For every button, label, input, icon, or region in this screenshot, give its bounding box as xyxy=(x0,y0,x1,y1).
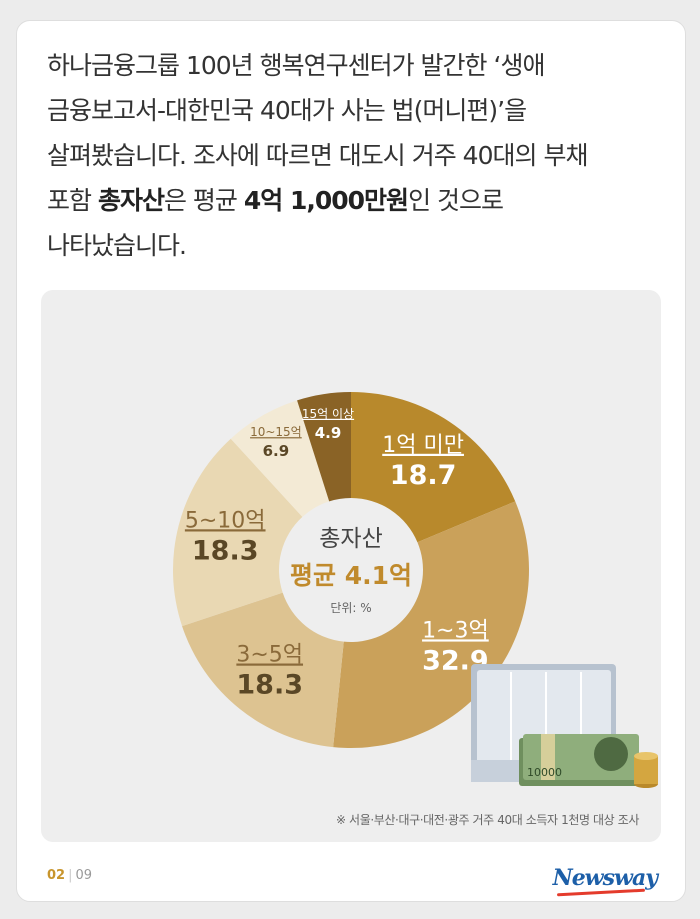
page-total: 09 xyxy=(75,868,93,883)
banknote-band xyxy=(541,734,555,780)
logo-text: Newsway xyxy=(552,865,658,891)
pie-slice xyxy=(351,392,516,543)
donut-chart: 1억 미만18.71~3억32.93~5억18.35~10억18.310~15억… xyxy=(173,392,658,788)
pie-slice xyxy=(297,392,351,502)
center-unit: 단위: % xyxy=(330,601,371,615)
intro-bold-amount: 4억 1,000만원 xyxy=(243,186,409,215)
source-note: ※ 서울·부산·대구·대전·광주 거주 40대 소득자 1천명 대상 조사 xyxy=(335,813,639,827)
slice-label: 5~10억 xyxy=(185,508,266,533)
slice-label: 3~5억 xyxy=(236,643,303,668)
slice-value: 18.3 xyxy=(192,535,259,566)
intro-line-4-b: 은 평균 xyxy=(163,186,244,215)
intro-line-5: 나타났습니다. xyxy=(47,231,187,260)
page-indicator: 02 | 09 xyxy=(47,868,92,883)
banknote-portrait xyxy=(594,737,628,771)
center-title: 총자산 xyxy=(319,526,382,552)
chart-panel: 1억 미만 18.7 1~3억 32.9 3~5억 18.3 5~10억 18.3 10~15억… xyxy=(41,290,661,842)
card: 하나금융그룹 100년 행복연구센터가 발간한 ‘생애 금융보고서-대한민국 4… xyxy=(16,20,686,902)
slice-label: 10~15억 xyxy=(250,425,302,439)
banknote-value: 10000 xyxy=(527,766,562,779)
intro-line-3: 살펴봤습니다. 조사에 따르면 대도시 거주 40대의 부채 xyxy=(47,141,588,170)
intro-text: 하나금융그룹 100년 행복연구센터가 발간한 ‘생애 금융보고서-대한민국 4… xyxy=(47,43,667,268)
slice-value: 18.3 xyxy=(236,670,303,701)
pie-slice xyxy=(230,400,330,517)
intro-line-4-c: 인 것으로 xyxy=(408,186,504,215)
slice-label: 1~3억 xyxy=(422,618,489,643)
intro-bold-total-assets: 총자산 xyxy=(97,186,165,215)
intro-line-2: 금융보고서-대한민국 40대가 사는 법(머니편)’을 xyxy=(47,96,527,125)
coin-stack xyxy=(634,756,658,784)
page-separator: | xyxy=(68,868,73,883)
intro-line-1: 하나금융그룹 100년 행복연구센터가 발간한 ‘생애 xyxy=(47,51,545,80)
center-average: 평균 4.1억 xyxy=(290,561,412,590)
newsway-logo: Newsway xyxy=(552,865,658,897)
slice-label: 15억 이상 xyxy=(302,407,354,421)
pie-slice xyxy=(173,438,303,627)
page-current: 02 xyxy=(47,868,66,883)
slice-label: 1억 미만 xyxy=(382,433,464,458)
slice-value: 6.9 xyxy=(263,442,290,460)
intro-line-4: 포함 총자산은 평균 4억 1,000만원인 것으로 xyxy=(47,178,667,223)
slice-value: 18.7 xyxy=(390,460,457,491)
money-illustration: 10000 xyxy=(471,664,658,788)
intro-line-4-a: 포함 xyxy=(47,186,98,215)
pie-slice xyxy=(182,592,344,748)
slice-value: 4.9 xyxy=(315,424,342,442)
